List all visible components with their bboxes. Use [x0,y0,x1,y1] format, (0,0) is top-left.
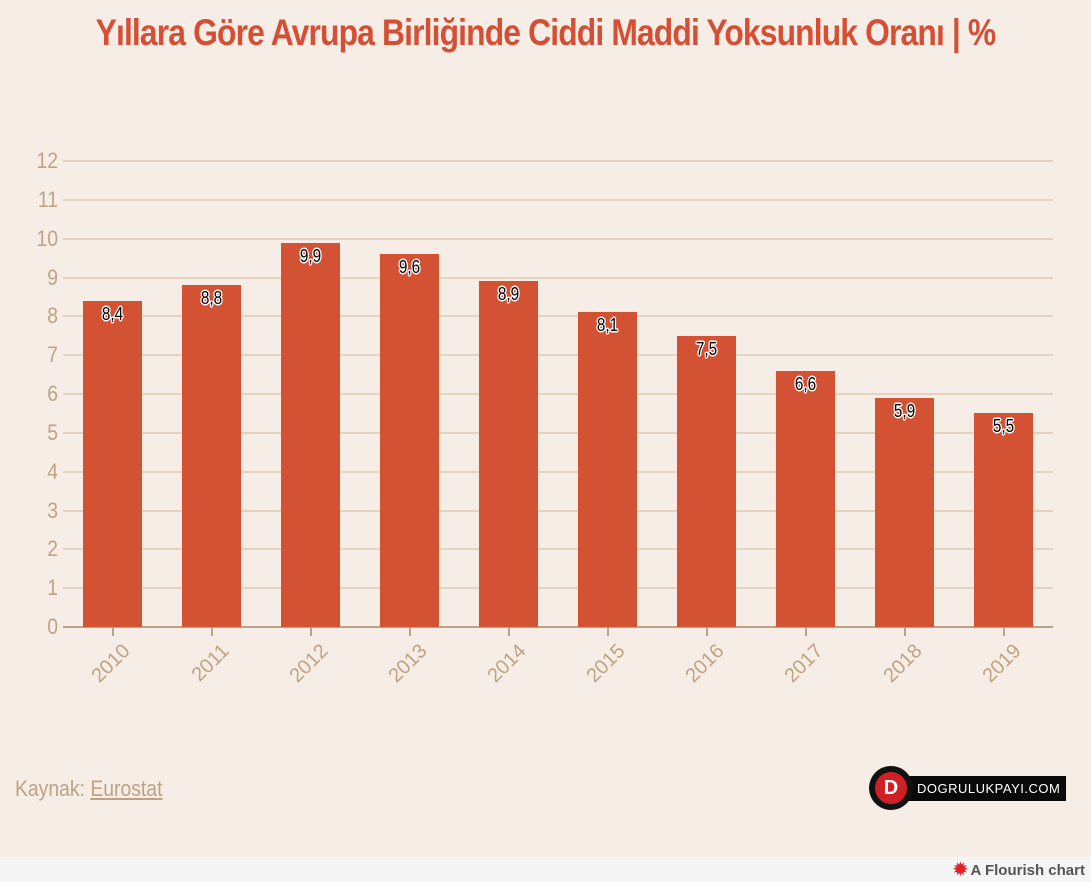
gridline [63,393,1053,395]
bar-value-label: 8,9 [497,284,520,305]
flourish-label: A Flourish chart [970,861,1085,879]
x-axis-tick [507,628,510,636]
x-axis-tick-label: 2017 [780,640,828,688]
bar-2013[interactable] [380,254,439,627]
y-axis-tick-label: 5 [47,419,58,445]
bar-2015[interactable] [578,312,637,627]
gridline [63,431,1053,434]
x-axis-tick-label: 2013 [384,640,432,688]
y-axis-tick-label: 4 [47,458,58,484]
x-axis-tick [111,628,114,636]
gridline [63,587,1053,590]
x-axis-tick [606,628,609,636]
bar-2010[interactable] [83,300,142,627]
bar-2018[interactable] [875,397,934,627]
gridline [63,548,1053,551]
gridline [63,160,1053,162]
bar-value-label: 8,8 [200,288,223,309]
source-prefix: Kaynak: [15,776,85,801]
bar-value-label: 8,4 [101,303,124,324]
y-axis-tick-label: 7 [47,342,58,368]
bar-value-label: 6,6 [794,373,817,394]
bar-value-label: 5,5 [992,416,1015,437]
x-axis-tick-label: 2012 [285,640,333,688]
bar-value-label: 5,9 [893,400,916,421]
y-axis-tick-label: 3 [47,497,58,523]
x-axis-tick [705,628,708,636]
source-link[interactable]: Eurostat [90,776,163,801]
x-axis-tick-label: 2015 [582,640,630,688]
y-axis-tick-label: 6 [47,381,58,406]
y-axis-tick-label: 1 [47,575,58,601]
y-axis-tick-label: 0 [47,614,58,639]
bar-2017[interactable] [776,370,835,627]
logo-mark-icon: D [869,766,913,810]
y-axis-tick-label: 8 [47,303,58,329]
x-axis-tick-label: 2018 [879,640,927,688]
y-axis-tick-label: 12 [36,148,58,173]
gridline [63,237,1053,240]
bar-chart: 0 1 2 3 4 5 6 7 8 9 10 11 12 8,4 2010 8,8 2011 9,9 2012 9,6… [36,148,1053,688]
x-axis-line [63,626,1053,628]
x-axis-tick [903,628,906,636]
x-axis-tick-label: 2016 [681,640,729,688]
gridline [63,276,1053,279]
gridline [63,354,1053,357]
dogrulukpayi-logo[interactable]: D DOGRULUKPAYI.COM [869,766,1067,810]
bar-value-label: 9,6 [398,257,421,278]
chart-title: Yıllara Göre Avrupa Birliğinde Ciddi Mad… [95,12,997,53]
bar-value-label: 8,1 [596,315,619,336]
flourish-credit[interactable]: ✹ A Flourish chart [953,860,1085,880]
gridline [63,470,1053,473]
footer-bar: ✹ A Flourish chart [0,857,1091,882]
x-axis-tick [1002,628,1005,636]
bar-value-label: 9,9 [299,245,322,266]
gridline [63,198,1053,201]
bar-2012[interactable] [281,242,340,627]
x-axis-tick [210,628,213,636]
y-axis-tick-label: 11 [37,186,58,212]
x-axis-tick [309,628,312,636]
y-axis-tick-label: 10 [36,225,58,251]
x-axis-tick [408,628,411,636]
x-axis-tick-label: 2019 [978,640,1026,688]
bar-2019[interactable] [974,413,1033,627]
y-axis-tick-label: 9 [47,264,58,290]
bar-2014[interactable] [479,281,538,627]
bar-2011[interactable] [182,285,241,627]
logo-text: DOGRULUKPAYI.COM [907,775,1067,801]
x-axis-tick [804,628,807,636]
x-axis-tick-label: 2010 [87,640,135,688]
gridline [63,509,1053,512]
bar-2016[interactable] [677,335,736,627]
x-axis-tick-label: 2014 [483,640,531,688]
source-note: Kaynak: Eurostat [15,776,162,802]
y-axis-tick-label: 2 [47,536,58,562]
bar-value-label: 7,5 [695,338,718,359]
flourish-icon: ✹ [953,860,968,879]
gridline [63,315,1053,318]
x-axis-tick-label: 2011 [187,640,234,686]
